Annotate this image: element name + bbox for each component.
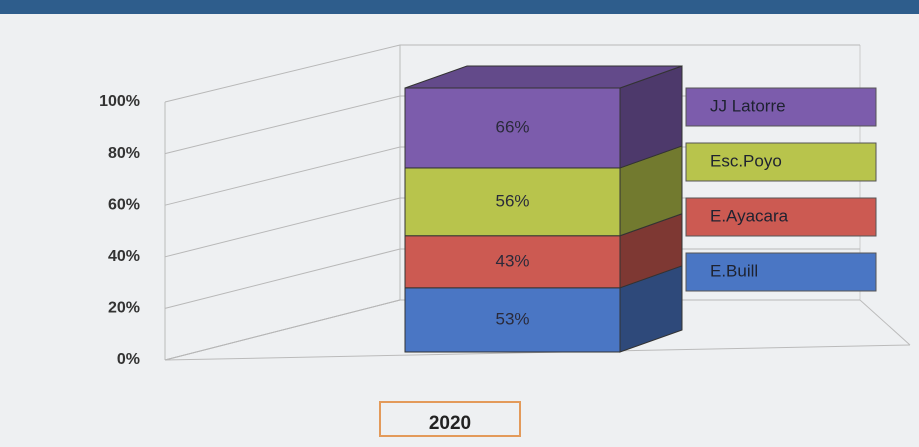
y-tick-label: 80%: [108, 145, 140, 162]
x-tick-label: 2020: [429, 413, 471, 434]
value-label: 66%: [495, 117, 529, 136]
y-tick-label: 0%: [117, 351, 140, 368]
legend-label: Esc.Poyo: [710, 151, 782, 170]
bar: [404, 235, 621, 289]
grid-line: [164, 248, 860, 309]
legend-swatch: [685, 197, 877, 237]
grid-line: [164, 44, 860, 103]
y-tick-label: 100%: [99, 93, 140, 110]
grid-line: [164, 299, 860, 361]
y-tick-label: 60%: [108, 196, 140, 213]
floor-edge: [859, 299, 911, 346]
y-tick-label: 20%: [108, 300, 140, 317]
legend-label: E.Ayacara: [710, 206, 789, 225]
y-tick-label: 40%: [108, 248, 140, 265]
value-label: 43%: [495, 251, 529, 270]
bar: [404, 87, 621, 169]
legend-label: JJ Latorre: [710, 96, 786, 115]
top-band: [0, 0, 919, 14]
bar-top: [404, 65, 683, 89]
value-label: 53%: [495, 309, 529, 328]
legend-swatch: [685, 252, 877, 292]
value-label: 56%: [495, 191, 529, 210]
legend-swatch: [685, 142, 877, 182]
bar: [404, 287, 621, 353]
legend-label: E.Buill: [710, 261, 758, 280]
legend-swatch: [685, 87, 877, 127]
category-box: [379, 401, 521, 437]
